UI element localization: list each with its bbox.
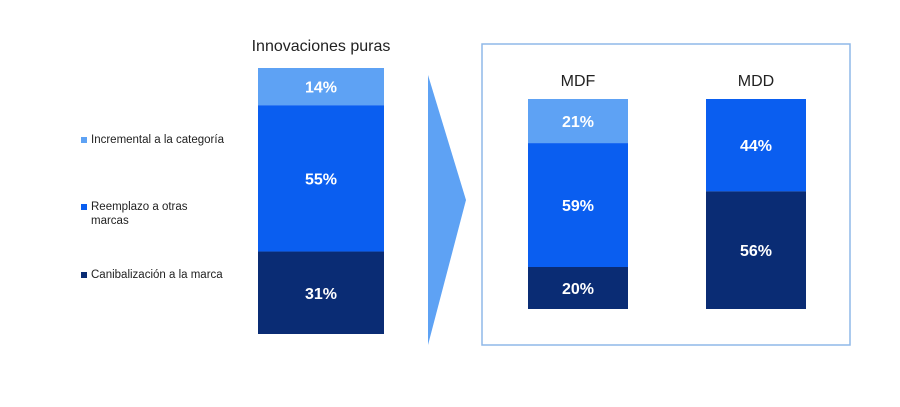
bar-value-mdd-reemplazo: 44% [740,138,772,155]
bar-segment-mdf-incremental [528,99,628,144]
bar-segment-innovaciones-puras-reemplazo [258,105,384,252]
mdf-mdd-chart: MDF 21% 59% 20% MDD 44% 56% [528,73,806,309]
bar-value-innovaciones-puras-canibalizacion: 31% [305,286,337,303]
bar-title-mdd: MDD [738,73,774,90]
bar-value-mdf-canibalizacion: 20% [562,281,594,298]
legend-swatch-reemplazo [81,204,87,210]
bar-value-innovaciones-puras-reemplazo: 55% [305,171,337,188]
bar-title-innovaciones-puras: Innovaciones puras [252,38,391,55]
legend-label-incremental: Incremental a la categoría [91,134,224,146]
legend-item-canibalizacion: Canibalización a la marca [81,268,223,282]
bar-value-mdf-reemplazo: 59% [562,198,594,215]
comparison-frame [481,43,851,346]
bar-value-innovaciones-puras-incremental: 14% [305,80,337,97]
legend-swatch-incremental [81,137,87,143]
legend-label-reemplazo: Reemplazo a otras marcas [91,201,188,227]
bar-title-mdf: MDF [561,73,596,90]
bar-value-mdf-incremental: 21% [562,114,594,131]
bar-segment-innovaciones-puras-incremental [258,68,384,106]
transition-arrow-shape [428,75,466,345]
bar-segment-mdd-reemplazo [706,99,806,192]
legend-item-reemplazo: Reemplazo a otras marcas [81,200,206,228]
bar-segment-innovaciones-puras-canibalizacion [258,251,384,334]
bar-segment-mdf-canibalizacion [528,267,628,309]
bar-value-mdd-canibalizacion: 56% [740,243,772,260]
bar-segment-mdd-canibalizacion [706,191,806,309]
innovaciones-puras-chart: Innovaciones puras 14% 55% 31% [252,38,391,334]
legend-swatch-canibalizacion [81,272,87,278]
legend-label-canibalizacion: Canibalización a la marca [91,269,223,281]
bar-segment-mdf-reemplazo [528,143,628,267]
legend-item-incremental: Incremental a la categoría [81,133,224,147]
